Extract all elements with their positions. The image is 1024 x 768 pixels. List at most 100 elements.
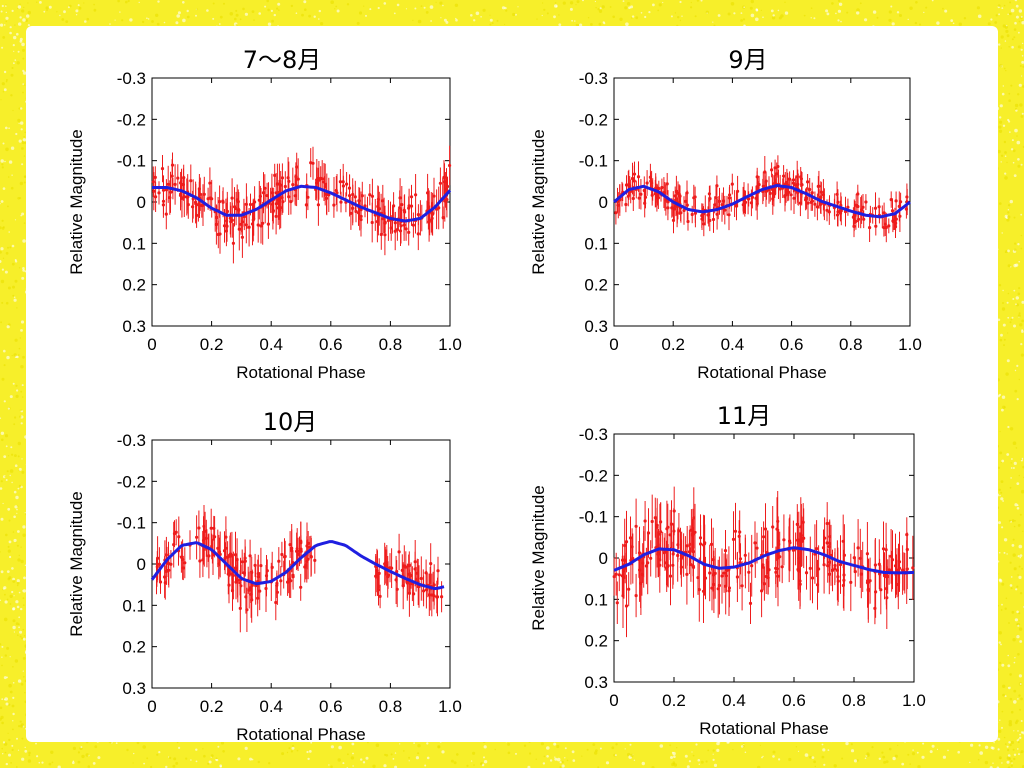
- data-point: [757, 183, 761, 187]
- data-point: [639, 192, 643, 196]
- data-point: [645, 181, 649, 185]
- data-point: [234, 580, 238, 584]
- data-point: [212, 526, 216, 530]
- data-point: [448, 163, 452, 168]
- data-point: [669, 522, 674, 526]
- y-tick-label: -0.2: [117, 110, 146, 129]
- data-point: [427, 593, 431, 597]
- data-point: [237, 227, 241, 231]
- data-point: [901, 568, 905, 572]
- data-point: [782, 174, 786, 178]
- x-tick-label: 1.0: [438, 335, 462, 354]
- data-point: [740, 584, 744, 588]
- data-point: [747, 570, 751, 574]
- data-point: [166, 182, 170, 186]
- data-point: [835, 192, 839, 196]
- x-tick-label: 0.6: [319, 335, 343, 354]
- data-point: [157, 562, 161, 566]
- data-point: [383, 562, 387, 566]
- data-point: [443, 199, 447, 203]
- data-point: [827, 560, 832, 564]
- data-point: [679, 211, 683, 215]
- data-point: [905, 195, 909, 199]
- data-point: [170, 174, 174, 178]
- data-point: [404, 227, 408, 231]
- data-point: [247, 588, 251, 592]
- data-point: [700, 217, 704, 221]
- data-point: [686, 219, 690, 224]
- data-point: [253, 200, 257, 204]
- data-point: [432, 194, 436, 198]
- data-point: [690, 212, 694, 217]
- data-point: [634, 594, 638, 598]
- y-tick-label: 0.2: [584, 632, 608, 651]
- data-point: [309, 554, 313, 558]
- x-tick-label: 0.6: [780, 335, 804, 354]
- data-point: [225, 219, 229, 223]
- data-point: [722, 571, 726, 575]
- data-point: [612, 575, 616, 579]
- data-point: [378, 594, 382, 599]
- data-point: [259, 564, 263, 568]
- data-point: [368, 193, 372, 197]
- data-point: [776, 574, 780, 578]
- data-point: [435, 595, 440, 599]
- y-tick-label: 0.3: [122, 679, 146, 698]
- x-tick-label: 0.2: [662, 691, 686, 710]
- x-tick-label: 0.8: [839, 335, 863, 354]
- data-point: [830, 568, 835, 573]
- data-point: [865, 552, 870, 556]
- data-point: [864, 200, 868, 204]
- data-point: [717, 583, 722, 588]
- chart-panel: 0 0.2 0.4 0.6 0.8 1.0 -0.3 -0.2 -0.1 0 0.1 0.2 0.3 Ro…: [529, 69, 922, 382]
- data-point: [640, 572, 644, 577]
- data-point: [806, 180, 810, 184]
- data-point: [861, 205, 865, 209]
- y-tick-label: 0.3: [584, 317, 608, 336]
- data-point: [887, 224, 891, 228]
- chart-panel: 0 0.2 0.4 0.6 0.8 1.0 -0.3 -0.2 -0.1 0 0.1 0.2 0.3 Ro…: [529, 425, 926, 738]
- data-point: [653, 516, 657, 520]
- data-point: [856, 546, 860, 550]
- data-point: [804, 571, 809, 575]
- data-point: [825, 541, 829, 545]
- data-point: [191, 205, 195, 209]
- data-point: [856, 204, 860, 209]
- data-point: [223, 556, 227, 560]
- data-point: [256, 575, 260, 579]
- data-point: [416, 213, 420, 217]
- data-point: [815, 205, 820, 209]
- y-tick-label: -0.3: [117, 431, 146, 450]
- data-point: [762, 535, 766, 539]
- data-point: [411, 223, 415, 227]
- data-point: [309, 161, 313, 165]
- data-point: [689, 563, 693, 567]
- data-point: [816, 184, 820, 188]
- data-point: [808, 187, 812, 192]
- x-tick-label: 0.2: [661, 335, 685, 354]
- data-point: [270, 202, 275, 206]
- data-point: [210, 197, 214, 201]
- x-tick-label: 0.2: [200, 697, 224, 716]
- y-tick-label: -0.3: [117, 69, 146, 88]
- data-point: [763, 170, 767, 174]
- data-point: [399, 224, 403, 228]
- data-point: [287, 195, 291, 199]
- data-point: [374, 574, 378, 578]
- data-point: [383, 220, 387, 224]
- data-point: [795, 522, 799, 527]
- data-point: [153, 175, 157, 179]
- y-tick-label: -0.2: [117, 472, 146, 491]
- data-point: [299, 585, 303, 589]
- data-point: [727, 213, 731, 217]
- data-point: [846, 205, 850, 209]
- x-tick-label: 0.8: [379, 335, 403, 354]
- data-point: [627, 587, 631, 591]
- data-point: [789, 193, 793, 197]
- data-point: [208, 181, 212, 185]
- data-point: [334, 188, 338, 193]
- data-point: [731, 537, 736, 542]
- data-point: [666, 206, 670, 210]
- data-point: [441, 216, 445, 220]
- data-point: [244, 202, 248, 206]
